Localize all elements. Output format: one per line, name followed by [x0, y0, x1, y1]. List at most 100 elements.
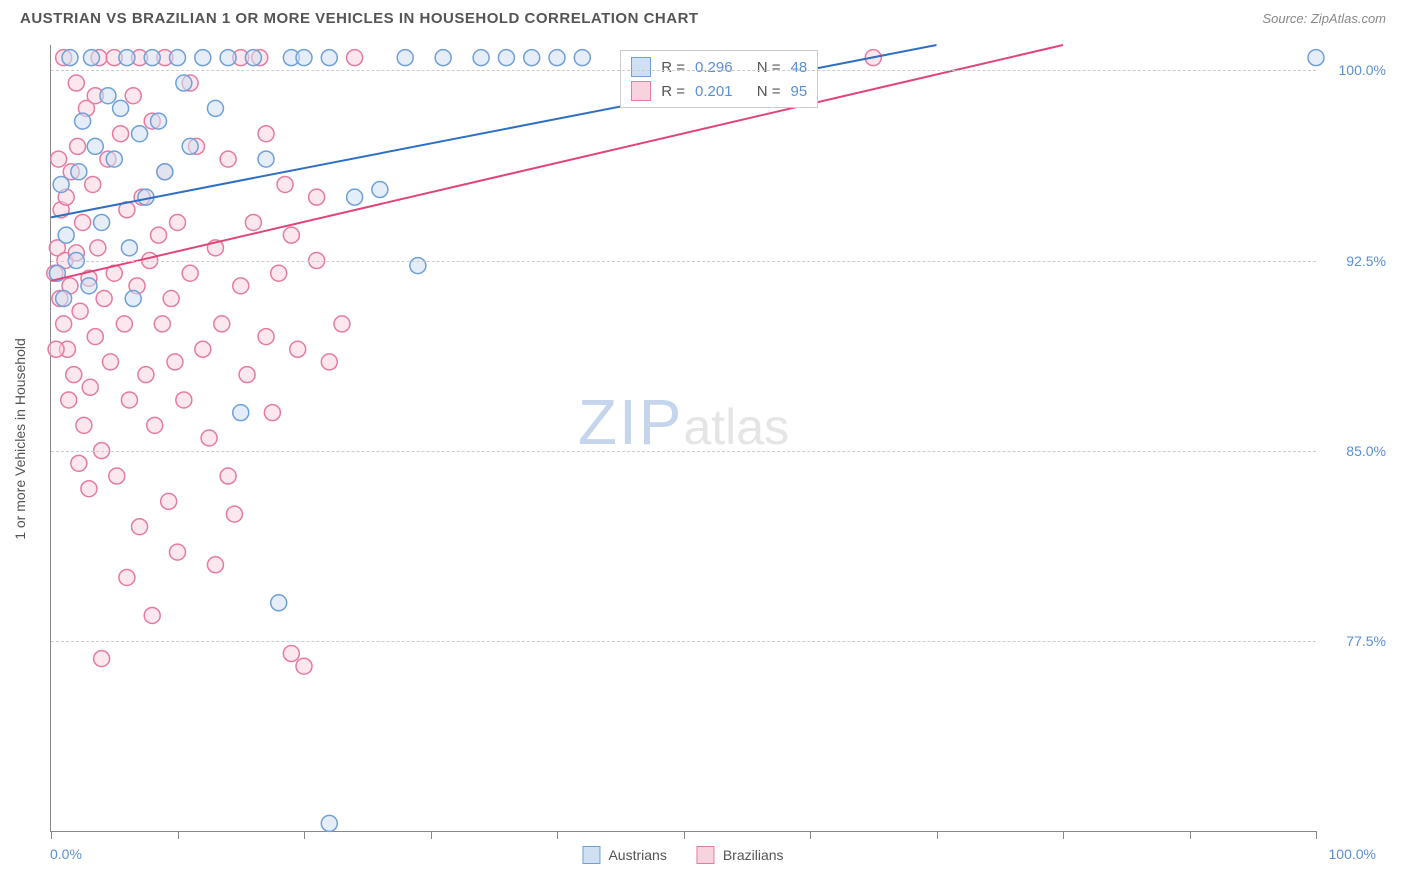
- data-point: [176, 75, 192, 91]
- data-point: [334, 316, 350, 332]
- legend-label-austrians: Austrians: [608, 847, 666, 863]
- x-tick: [1063, 831, 1064, 839]
- chart-source: Source: ZipAtlas.com: [1262, 11, 1386, 26]
- data-point: [435, 50, 451, 66]
- data-point: [321, 815, 337, 831]
- x-tick: [1190, 831, 1191, 839]
- data-point: [75, 214, 91, 230]
- data-point: [76, 417, 92, 433]
- data-point: [214, 316, 230, 332]
- legend-swatch-brazilians: [697, 846, 715, 864]
- data-point: [220, 468, 236, 484]
- stats-box: R = 0.296 N = 48 R = 0.201 N = 95: [620, 50, 818, 108]
- data-point: [296, 50, 312, 66]
- stats-r-brazilians: 0.201: [695, 83, 733, 100]
- legend-label-brazilians: Brazilians: [723, 847, 784, 863]
- data-point: [258, 126, 274, 142]
- data-point: [70, 138, 86, 154]
- data-point: [96, 291, 112, 307]
- data-point: [151, 227, 167, 243]
- data-point: [524, 50, 540, 66]
- data-point: [154, 316, 170, 332]
- data-point: [233, 278, 249, 294]
- data-point: [226, 506, 242, 522]
- y-tick-label: 92.5%: [1346, 253, 1386, 269]
- data-point: [176, 392, 192, 408]
- data-point: [163, 291, 179, 307]
- data-point: [125, 88, 141, 104]
- data-point: [100, 88, 116, 104]
- trend-line: [51, 45, 1063, 281]
- data-point: [397, 50, 413, 66]
- bottom-legend: Austrians Brazilians: [582, 846, 783, 864]
- x-tick: [684, 831, 685, 839]
- x-tick: [557, 831, 558, 839]
- legend-item-austrians: Austrians: [582, 846, 666, 864]
- data-point: [56, 316, 72, 332]
- data-point: [102, 354, 118, 370]
- data-point: [233, 405, 249, 421]
- data-point: [296, 658, 312, 674]
- stats-n-brazilians: 95: [791, 83, 808, 100]
- data-point: [87, 138, 103, 154]
- data-point: [75, 113, 91, 129]
- data-point: [258, 151, 274, 167]
- data-point: [258, 329, 274, 345]
- grid-line: [51, 451, 1316, 452]
- data-point: [119, 569, 135, 585]
- data-point: [167, 354, 183, 370]
- data-point: [113, 100, 129, 116]
- x-tick: [304, 831, 305, 839]
- data-point: [121, 240, 137, 256]
- data-point: [161, 493, 177, 509]
- data-point: [195, 341, 211, 357]
- data-point: [1308, 50, 1324, 66]
- data-point: [53, 176, 69, 192]
- data-point: [195, 50, 211, 66]
- stats-swatch-austrians: [631, 57, 651, 77]
- data-point: [147, 417, 163, 433]
- plot-area: ZIPatlas R = 0.296 N = 48 R = 0.201 N = …: [50, 45, 1316, 832]
- data-point: [239, 367, 255, 383]
- data-point: [138, 367, 154, 383]
- data-point: [81, 481, 97, 497]
- data-point: [85, 176, 101, 192]
- x-axis-label-max: 100.0%: [1329, 846, 1376, 862]
- stats-n-label: N =: [757, 59, 781, 76]
- data-point: [201, 430, 217, 446]
- scatter-svg: [51, 45, 1316, 831]
- data-point: [94, 214, 110, 230]
- data-point: [83, 50, 99, 66]
- data-point: [283, 227, 299, 243]
- stats-row-brazilians: R = 0.201 N = 95: [631, 79, 807, 103]
- data-point: [71, 164, 87, 180]
- data-point: [277, 176, 293, 192]
- data-point: [182, 138, 198, 154]
- data-point: [574, 50, 590, 66]
- x-tick: [431, 831, 432, 839]
- stats-n-label-2: N =: [757, 83, 781, 100]
- data-point: [182, 265, 198, 281]
- data-point: [290, 341, 306, 357]
- data-point: [58, 227, 74, 243]
- data-point: [94, 651, 110, 667]
- data-point: [151, 113, 167, 129]
- data-point: [82, 379, 98, 395]
- data-point: [48, 341, 64, 357]
- data-point: [309, 189, 325, 205]
- data-point: [144, 607, 160, 623]
- data-point: [170, 50, 186, 66]
- data-point: [473, 50, 489, 66]
- data-point: [347, 50, 363, 66]
- data-point: [372, 182, 388, 198]
- data-point: [119, 50, 135, 66]
- legend-item-brazilians: Brazilians: [697, 846, 784, 864]
- data-point: [116, 316, 132, 332]
- x-tick: [51, 831, 52, 839]
- chart-container: ZIPatlas R = 0.296 N = 48 R = 0.201 N = …: [50, 45, 1316, 832]
- x-axis-label-min: 0.0%: [50, 846, 82, 862]
- data-point: [170, 544, 186, 560]
- data-point: [498, 50, 514, 66]
- data-point: [109, 468, 125, 484]
- data-point: [68, 75, 84, 91]
